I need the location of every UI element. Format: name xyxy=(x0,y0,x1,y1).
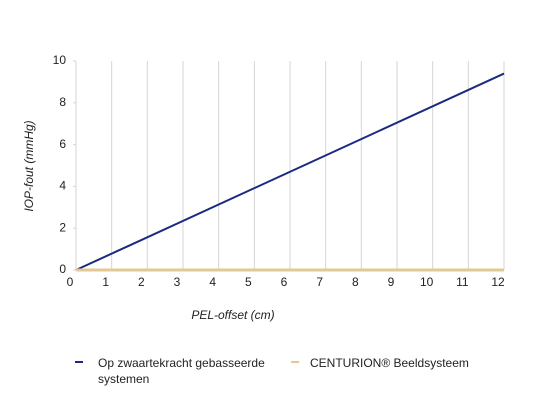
y-tick-label: 8 xyxy=(59,95,66,109)
x-tick-label: 10 xyxy=(420,275,434,289)
x-tick-label: 12 xyxy=(491,275,505,289)
legend-label: Op zwaartekracht gebasseerde systemen xyxy=(98,356,265,386)
legend-label: CENTURION® Beeldsysteem xyxy=(310,356,469,370)
x-tick-label: 4 xyxy=(209,275,216,289)
y-tick-label: 0 xyxy=(59,262,66,276)
y-tick-label: 2 xyxy=(59,220,66,234)
y-tick-label: 10 xyxy=(53,53,67,67)
series-line xyxy=(75,72,505,271)
x-tick-label: 11 xyxy=(456,275,469,289)
legend-swatch xyxy=(291,361,299,363)
x-tick-label: 7 xyxy=(316,275,323,289)
x-tick-label: 9 xyxy=(388,275,395,289)
x-tick-label: 5 xyxy=(245,275,252,289)
y-tick-label: 4 xyxy=(59,179,66,193)
x-tick-label: 1 xyxy=(102,275,109,289)
x-tick-label: 8 xyxy=(352,275,359,289)
y-tick-label: 6 xyxy=(59,137,66,151)
x-axis-label: PEL-offset (cm) xyxy=(191,308,274,322)
x-tick-label: 6 xyxy=(281,275,288,289)
x-tick-label: 0 xyxy=(67,275,74,289)
x-tick-label: 3 xyxy=(174,275,181,289)
x-tick-label: 2 xyxy=(138,275,145,289)
legend-swatch xyxy=(75,361,83,363)
y-axis-label: IOP-fout (mmHg) xyxy=(22,120,36,211)
